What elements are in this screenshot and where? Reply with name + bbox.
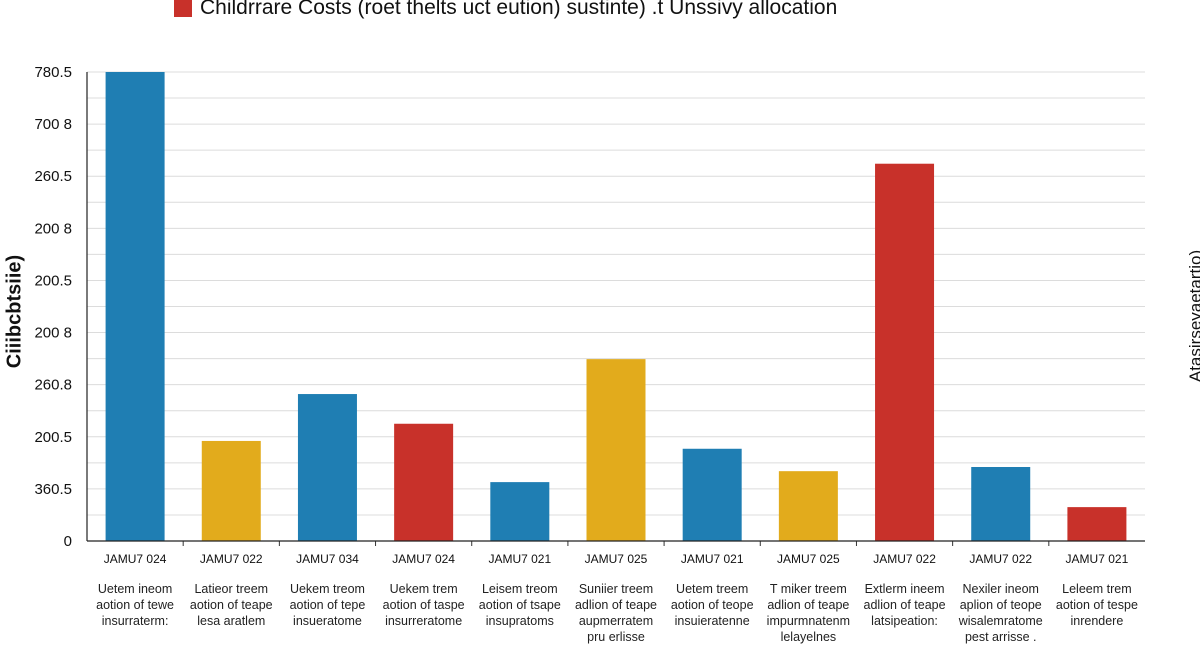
y-tick-label: 200 8 xyxy=(34,220,72,237)
bar xyxy=(490,482,550,541)
bar xyxy=(971,467,1031,541)
y-tick-label: 200.5 xyxy=(34,429,72,446)
category-description: aotion of tsape xyxy=(479,598,561,612)
legend-label: Childrrare Costs (roet thelts uct eution… xyxy=(200,0,838,19)
category-description: insurreratome xyxy=(385,614,462,628)
bar xyxy=(875,163,935,541)
bar xyxy=(105,72,165,541)
category-description: insupratoms xyxy=(486,614,554,628)
category-description: aotion of teope xyxy=(671,598,754,612)
category-description: pru erlisse xyxy=(587,630,645,644)
category-description: Uetem treem xyxy=(676,582,748,596)
category-description: Leleem trem xyxy=(1062,582,1131,596)
category-description: Suniier treem xyxy=(579,582,653,596)
category-description: latsipeation: xyxy=(871,614,938,628)
category-description: aotion of tepe xyxy=(290,598,366,612)
category-description: aupmerratem xyxy=(579,614,653,628)
category-description: lesa aratlem xyxy=(197,614,265,628)
x-tick-label: JAMU7 024 xyxy=(392,552,455,566)
category-description: Uekem treom xyxy=(290,582,365,596)
category-description: Latieor treem xyxy=(194,582,268,596)
x-tick-label: JAMU7 025 xyxy=(585,552,648,566)
category-description: Nexiler ineom xyxy=(963,582,1039,596)
bar xyxy=(1067,507,1127,541)
bar xyxy=(682,448,742,541)
category-description: T miker treem xyxy=(770,582,847,596)
x-tick-label: JAMU7 034 xyxy=(296,552,359,566)
x-tick-label: JAMU7 025 xyxy=(777,552,840,566)
category-description: insurraterm: xyxy=(102,614,169,628)
x-tick-label: JAMU7 021 xyxy=(1066,552,1129,566)
category-description: adlion of teape xyxy=(767,598,849,612)
y-tick-label: 360.5 xyxy=(34,481,72,498)
y-tick-label: 200 8 xyxy=(34,325,72,342)
category-description: insuieratenne xyxy=(675,614,750,628)
category-description: Uekem trem xyxy=(390,582,458,596)
category-description: Uetem ineom xyxy=(98,582,172,596)
category-description: Leisem treom xyxy=(482,582,558,596)
category-description: Extlerm ineem xyxy=(865,582,945,596)
y-tick-label: 200.5 xyxy=(34,272,72,289)
x-tick-label: JAMU7 024 xyxy=(104,552,167,566)
legend-swatch xyxy=(174,0,192,17)
bar xyxy=(201,440,261,541)
bar xyxy=(778,471,838,541)
category-description: pest arrisse . xyxy=(965,630,1037,644)
category-description: adlion of teape xyxy=(864,598,946,612)
category-description: insueratome xyxy=(293,614,362,628)
category-description: inrendere xyxy=(1070,614,1123,628)
y-tick-label: 260.8 xyxy=(34,377,72,394)
category-description: aplion of teope xyxy=(960,598,1042,612)
bar xyxy=(394,423,454,541)
category-description: lelayelnes xyxy=(781,630,837,644)
category-description: aotion of taspe xyxy=(383,598,465,612)
bar xyxy=(297,394,357,541)
legend: Childrrare Costs (roet thelts uct eution… xyxy=(174,0,837,20)
category-description: wisalemratome xyxy=(958,614,1043,628)
category-description: adlion of teape xyxy=(575,598,657,612)
category-description: aotion of tespe xyxy=(1056,598,1138,612)
x-tick-label: JAMU7 022 xyxy=(873,552,936,566)
x-tick-label: JAMU7 022 xyxy=(200,552,263,566)
x-tick-label: JAMU7 021 xyxy=(488,552,551,566)
y-tick-label: 0 xyxy=(64,533,72,550)
category-description: impurmnatenm xyxy=(767,614,850,628)
y-tick-label: 700 8 xyxy=(34,116,72,133)
category-description: aotion of teape xyxy=(190,598,273,612)
x-tick-label: JAMU7 021 xyxy=(681,552,744,566)
y-tick-label: 260.5 xyxy=(34,168,72,185)
y-tick-label: 780.5 xyxy=(34,64,72,81)
bar xyxy=(586,359,646,541)
category-description: aotion of tewe xyxy=(96,598,174,612)
x-tick-label: JAMU7 022 xyxy=(969,552,1032,566)
